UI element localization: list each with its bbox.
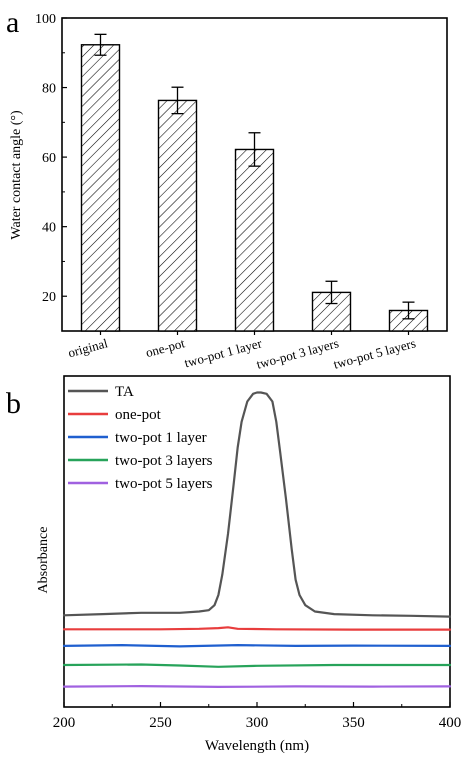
- x-tick-label: two-pot 3 layers: [255, 335, 340, 371]
- bar: [80, 44, 121, 332]
- y-axis-label-b: Absorbance: [36, 527, 51, 594]
- error-bars-group: [94, 33, 415, 320]
- x-axis-label-b: Wavelength (nm): [205, 738, 309, 754]
- legend-label: two-pot 5 layers: [115, 476, 213, 492]
- legend-label: two-pot 3 layers: [115, 453, 213, 469]
- panel-label-b: b: [6, 387, 21, 420]
- y-tick-label: 100: [35, 12, 56, 27]
- y-tick-label: 60: [42, 151, 56, 166]
- x-tick-label: 250: [149, 715, 172, 731]
- error-bar: [402, 301, 415, 320]
- legend-item: two-pot 3 layers: [68, 453, 213, 469]
- x-tick-label: 300: [246, 715, 269, 731]
- series-line-one-pot: [62, 626, 452, 631]
- x-axis-ticks-b: 200 250 300 350 400: [53, 702, 462, 731]
- legend-item: two-pot 1 layer: [68, 430, 207, 446]
- legend-label: TA: [115, 384, 134, 400]
- error-bar: [248, 132, 261, 167]
- error-bar: [171, 86, 184, 115]
- legend-item: TA: [68, 384, 134, 400]
- y-tick-label: 40: [42, 221, 56, 236]
- panel-b: b 200 250 300 350 400 TA one-pot two-pot 1 lay…: [6, 375, 462, 754]
- plot-frame-b: [63, 375, 451, 708]
- x-tick-label: 350: [342, 715, 365, 731]
- x-tick-label: 400: [439, 715, 462, 731]
- y-axis-ticks-a: 20 40 60 80 100: [35, 12, 67, 332]
- bars-group: [80, 44, 429, 332]
- series-lines-group: [62, 391, 452, 689]
- y-axis-label-a: Water contact angle (°): [9, 110, 24, 240]
- legend-label: two-pot 1 layer: [115, 430, 207, 446]
- error-bar: [325, 280, 338, 305]
- series-line-ta: [62, 391, 452, 618]
- x-tick-label: one-pot: [144, 335, 187, 360]
- series-line-two-pot-1-layer: [62, 643, 452, 648]
- x-tick-label: two-pot 1 layer: [183, 335, 264, 370]
- legend-item: one-pot: [68, 407, 162, 423]
- legend-label: one-pot: [115, 407, 162, 423]
- error-bar: [94, 33, 107, 56]
- x-tick-label: two-pot 5 layers: [332, 335, 417, 371]
- panel-label-a: a: [6, 6, 19, 39]
- bar: [234, 148, 275, 332]
- legend: TA one-pot two-pot 1 layer two-pot 3 layers…: [68, 384, 213, 492]
- bar: [157, 99, 198, 332]
- x-tick-label: original: [66, 335, 109, 360]
- y-tick-label: 80: [42, 82, 56, 97]
- x-tick-label: 200: [53, 715, 76, 731]
- legend-item: two-pot 5 layers: [68, 476, 213, 492]
- series-line-two-pot-5-layers: [62, 684, 452, 689]
- y-tick-label: 20: [42, 290, 56, 305]
- series-line-two-pot-3-layers: [62, 663, 452, 668]
